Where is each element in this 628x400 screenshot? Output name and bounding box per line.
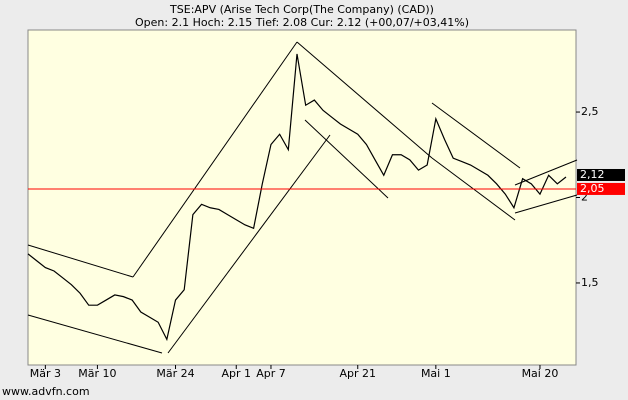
footer: www.advfn.com (2, 385, 90, 398)
trend-line (304, 119, 389, 199)
trend-line (27, 314, 163, 354)
last-price-box (577, 168, 625, 181)
last-price-label: 2,12 (580, 168, 605, 181)
y-tick-label: 2,5 (581, 105, 599, 118)
x-tick-label: Mär 24 (156, 367, 194, 380)
trend-line (27, 244, 134, 278)
reference-box (577, 182, 625, 195)
trend-line (296, 41, 433, 159)
trend-line (431, 102, 521, 169)
x-tick-label: Mai 1 (421, 367, 451, 380)
chart-subtitle: Open: 2.1 Hoch: 2.15 Tief: 2.08 Cur: 2.1… (135, 16, 469, 29)
y-tick-label: 1,5 (581, 276, 599, 289)
trend-lines (27, 41, 578, 354)
x-tick-label: Apr 21 (339, 367, 376, 380)
reference-label: 2,05 (580, 182, 605, 195)
x-tick-label: Mai 20 (522, 367, 559, 380)
trend-line (514, 194, 578, 214)
x-tick-label: Mär 10 (78, 367, 116, 380)
y-tick-label: 2 (581, 191, 588, 204)
trend-line (167, 134, 331, 354)
trend-line (132, 41, 298, 278)
x-tick-label: Mär 3 (30, 367, 61, 380)
chart-title: TSE:APV (Arise Tech Corp(The Company) (C… (169, 3, 434, 16)
price-line (27, 53, 567, 342)
x-tick-label: Apr 1 (221, 367, 251, 380)
x-tick-label: Apr 7 (256, 367, 286, 380)
